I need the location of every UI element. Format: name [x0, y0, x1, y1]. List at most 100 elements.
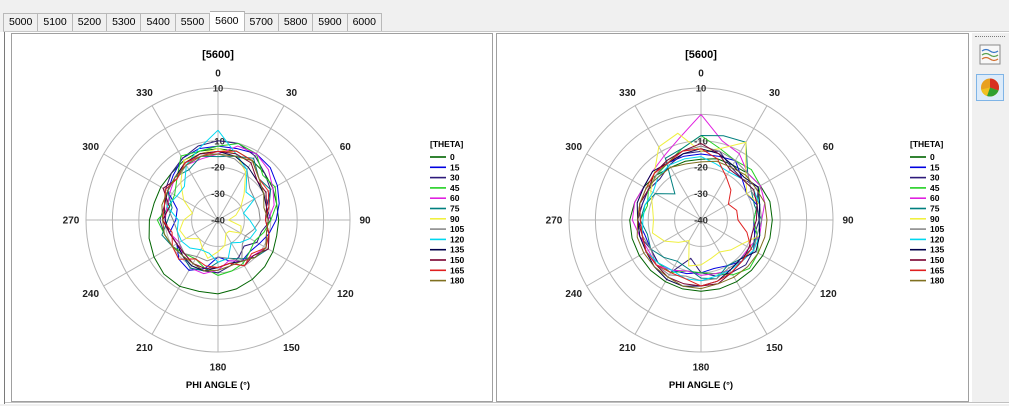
legend-entry: 30: [450, 173, 460, 183]
radial-tick-label: -10: [694, 136, 708, 147]
series-line-theta-45: [156, 142, 278, 276]
angle-tick-label: 30: [769, 88, 781, 99]
legend-entry: 45: [450, 183, 460, 193]
angle-tick-label: 240: [82, 289, 99, 300]
legend-entry: 30: [930, 173, 940, 183]
pie-chart-icon: [981, 78, 1000, 97]
angle-tick-label: 300: [565, 142, 582, 153]
legend-entry: 75: [450, 204, 460, 214]
legend-entry: 105: [450, 224, 464, 234]
axis-label: PHI ANGLE (°): [669, 380, 733, 391]
legend-entry: 90: [450, 214, 460, 224]
legend-entry: 0: [930, 152, 935, 162]
legend-entry: 165: [450, 265, 464, 275]
angle-tick-label: 120: [337, 289, 354, 300]
angle-tick-label: 180: [210, 363, 227, 374]
legend-entry: 180: [930, 276, 944, 286]
line-chart-icon: [979, 44, 1001, 65]
radial-tick-label: 10: [696, 84, 707, 95]
legend-title: [THETA]: [430, 139, 464, 149]
series-line-theta-165: [162, 150, 270, 269]
tab-5300[interactable]: 5300: [107, 13, 142, 31]
series-line-theta-120: [166, 129, 257, 263]
angle-tick-label: 180: [693, 363, 710, 374]
legend-entry: 150: [450, 255, 464, 265]
series-line-theta-180: [636, 160, 768, 290]
angle-tick-label: 270: [63, 216, 80, 227]
tab-5600[interactable]: 5600: [210, 11, 245, 31]
angle-tick-label: 90: [842, 216, 854, 227]
toolbar-grip: [975, 36, 1005, 37]
panel-left-border: [4, 32, 5, 404]
angular-gridline: [151, 219, 219, 335]
legend-entry: 90: [930, 214, 940, 224]
legend-entry: 105: [930, 224, 944, 234]
chart-toolbar: [972, 33, 1009, 402]
radial-tick-label: -40: [211, 216, 225, 227]
legend-entry: 135: [450, 245, 464, 255]
legend-entry: 165: [930, 265, 944, 275]
angle-tick-label: 150: [283, 343, 300, 354]
tab-6000[interactable]: 6000: [347, 13, 382, 31]
legend-entry: 120: [450, 234, 464, 244]
legend-entry: 45: [930, 183, 940, 193]
line-chart-button[interactable]: [976, 41, 1004, 68]
legend-title: [THETA]: [910, 139, 944, 149]
angle-tick-label: 0: [698, 69, 704, 80]
legend-entry: 60: [450, 193, 460, 203]
series-line-theta-90: [650, 132, 761, 267]
angular-gridline: [217, 219, 333, 287]
angle-tick-label: 330: [136, 88, 153, 99]
legend-entry: 180: [450, 276, 464, 286]
legend-entry: 60: [930, 193, 940, 203]
angle-tick-label: 330: [619, 88, 636, 99]
angular-gridline: [700, 105, 768, 221]
angle-tick-label: 0: [215, 69, 221, 80]
polar-chart-right: [5600] 0 30 60 90 120 150 180 210 240 270 300 330 10-…: [496, 33, 969, 402]
radial-tick-label: -40: [694, 216, 708, 227]
legend-entry: 75: [930, 204, 940, 214]
legend-entry: 0: [450, 152, 455, 162]
radial-tick-label: 10: [213, 84, 224, 95]
tab-5500[interactable]: 5500: [175, 13, 211, 31]
tab-5400[interactable]: 5400: [141, 13, 176, 31]
angle-tick-label: 150: [766, 343, 783, 354]
angle-tick-label: 270: [546, 216, 563, 227]
angle-tick-label: 120: [820, 289, 837, 300]
series-line-theta-90: [179, 148, 247, 260]
legend-entry: 15: [930, 162, 940, 172]
angle-tick-label: 30: [286, 88, 298, 99]
angle-tick-label: 60: [823, 142, 835, 153]
radial-tick-label: -20: [211, 163, 225, 174]
tab-5900[interactable]: 5900: [313, 13, 348, 31]
polar-chart-left: [5600] 0 30 60 90 120 150 180 210 240 270 300 330 10-…: [11, 33, 493, 402]
angle-tick-label: 210: [136, 343, 153, 354]
angle-tick-label: 210: [619, 343, 636, 354]
radial-tick-label: -30: [211, 189, 225, 200]
tab-5000[interactable]: 5000: [3, 13, 39, 31]
chart-title: [5600]: [202, 49, 234, 61]
angle-tick-label: 60: [340, 142, 352, 153]
chart-title: [5600]: [685, 49, 717, 61]
legend-entry: 150: [930, 255, 944, 265]
legend-entry: 120: [930, 234, 944, 244]
tab-5200[interactable]: 5200: [72, 13, 108, 31]
radial-tick-label: -30: [694, 189, 708, 200]
frequency-tab-strip: 5000 5100 5200 5300 5400 5500 5600 5700 5800 5900…: [3, 11, 382, 32]
pie-chart-button[interactable]: [976, 74, 1004, 101]
legend-entry: 15: [450, 162, 460, 172]
tab-5800[interactable]: 5800: [278, 13, 314, 31]
series-line-theta-180: [161, 153, 269, 272]
angle-tick-label: 240: [565, 289, 582, 300]
axis-label: PHI ANGLE (°): [186, 380, 250, 391]
tab-strip-line: [3, 31, 1009, 32]
angle-tick-label: 90: [359, 216, 371, 227]
radial-tick-label: -20: [694, 163, 708, 174]
tab-5700[interactable]: 5700: [244, 13, 279, 31]
angular-gridline: [217, 219, 285, 335]
panel-bottom-border: [5, 402, 1009, 403]
tab-5100[interactable]: 5100: [38, 13, 73, 31]
legend-entry: 135: [930, 245, 944, 255]
